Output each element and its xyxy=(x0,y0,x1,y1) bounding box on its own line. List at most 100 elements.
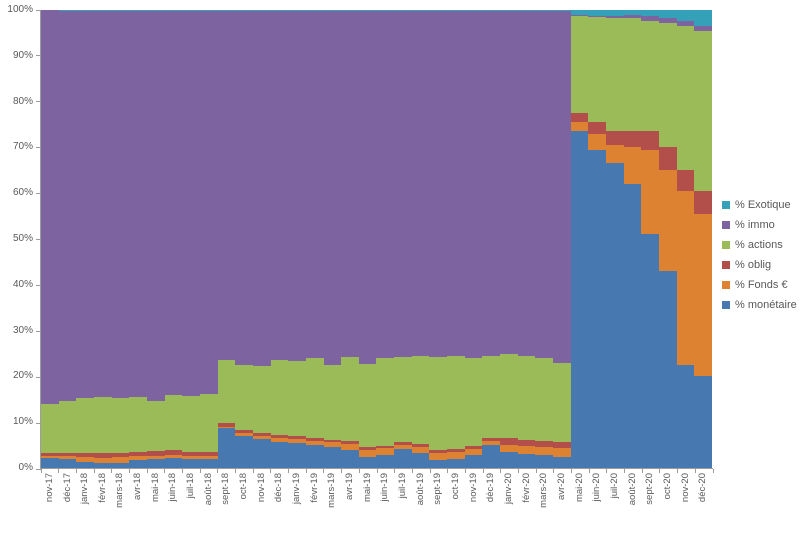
y-tick-mark xyxy=(36,468,41,470)
segment-fonds xyxy=(182,455,200,460)
x-tick-mark xyxy=(553,469,555,473)
segment-immo xyxy=(606,16,624,19)
segment-oblig xyxy=(199,451,218,456)
segment-exotique xyxy=(182,10,200,11)
x-tick-mark xyxy=(270,469,272,473)
segment-immo xyxy=(129,10,147,398)
segment-oblig xyxy=(164,449,183,456)
stack-column-d-c-17 xyxy=(58,10,77,468)
y-tick-mark xyxy=(36,422,41,424)
stack-column-nov-18 xyxy=(252,10,271,468)
x-tick-mark xyxy=(394,469,396,473)
segment-immo xyxy=(217,10,236,361)
segment-fonds xyxy=(447,452,465,460)
segment-oblig xyxy=(482,438,501,442)
segment-exotique xyxy=(429,10,448,11)
segment-fonds xyxy=(341,444,359,451)
segment-actions xyxy=(358,363,377,448)
segment-immo xyxy=(199,10,218,395)
segment-actions xyxy=(199,394,218,452)
x-tick-label: mai-19 xyxy=(361,473,373,503)
segment-fonds xyxy=(358,450,377,457)
segment-fonds xyxy=(252,435,271,440)
segment-immo xyxy=(341,10,359,357)
segment-exotique xyxy=(93,10,112,11)
segment-immo xyxy=(323,10,342,365)
segment-actions xyxy=(676,25,695,171)
x-tick-mark xyxy=(181,469,183,473)
segment-fonds xyxy=(235,432,253,436)
segment-mon-taire xyxy=(482,445,501,468)
segment-oblig xyxy=(676,170,695,191)
segment-mon-taire xyxy=(252,439,271,468)
segment-mon-taire xyxy=(658,271,677,468)
stack-column-nov-19 xyxy=(464,10,483,468)
x-tick-mark xyxy=(429,469,431,473)
segment-exotique xyxy=(270,10,289,11)
stack-column-nov-17 xyxy=(41,10,59,468)
segment-mon-taire xyxy=(93,463,112,468)
segment-fonds xyxy=(517,446,536,455)
stack-column-d-c-19 xyxy=(482,10,501,468)
segment-mon-taire xyxy=(41,457,59,468)
x-tick-mark xyxy=(93,469,95,473)
segment-fonds xyxy=(570,122,589,132)
x-tick-mark xyxy=(40,469,42,473)
segment-fonds xyxy=(606,145,624,164)
segment-fonds xyxy=(376,448,395,456)
segment-mon-taire xyxy=(235,435,253,468)
stack-column-mai-19 xyxy=(358,10,377,468)
x-tick-label: sept-18 xyxy=(220,473,232,505)
segment-oblig xyxy=(429,449,448,453)
x-tick-mark xyxy=(447,469,449,473)
x-tick-mark xyxy=(677,469,679,473)
segment-actions xyxy=(252,365,271,433)
x-tick-label: juin-18 xyxy=(167,473,179,502)
segment-fonds xyxy=(217,426,236,429)
segment-fonds xyxy=(464,448,483,456)
x-tick-label: sept-20 xyxy=(644,473,656,505)
segment-exotique xyxy=(464,10,483,11)
segment-actions xyxy=(376,358,395,446)
stack-column-janv-19 xyxy=(288,10,306,468)
segment-actions xyxy=(323,364,342,440)
segment-immo xyxy=(394,10,412,357)
segment-exotique xyxy=(411,10,430,11)
segment-fonds xyxy=(411,447,430,453)
x-tick-mark xyxy=(411,469,413,473)
legend-item-actions: % actions xyxy=(722,239,800,251)
x-tick-mark xyxy=(305,469,307,473)
segment-actions xyxy=(270,360,289,436)
segment-oblig xyxy=(606,131,624,146)
segment-oblig xyxy=(129,452,147,457)
segment-mon-taire xyxy=(553,456,571,468)
x-tick-mark xyxy=(694,469,696,473)
y-tick-mark xyxy=(36,147,41,149)
segment-oblig xyxy=(570,113,589,123)
x-tick-label: juin-20 xyxy=(591,473,603,502)
segment-immo xyxy=(570,14,589,16)
segment-mon-taire xyxy=(376,455,395,468)
segment-immo xyxy=(464,10,483,359)
segment-immo xyxy=(482,10,501,356)
segment-exotique xyxy=(288,10,306,11)
segment-actions xyxy=(235,364,253,430)
x-tick-label: déc-18 xyxy=(273,473,285,503)
legend-item-mon-taire: % monétaire xyxy=(722,299,800,311)
x-tick-label: févr-18 xyxy=(96,473,108,503)
stack-column-ao-t-18 xyxy=(199,10,218,468)
segment-oblig xyxy=(358,447,377,451)
legend-label: % Exotique xyxy=(735,199,791,211)
stack-column-f-vr-19 xyxy=(305,10,324,468)
segment-immo xyxy=(376,10,395,359)
x-tick-label: avr-19 xyxy=(344,473,355,500)
segment-fonds xyxy=(270,438,289,442)
segment-oblig xyxy=(694,190,712,214)
segment-mon-taire xyxy=(76,461,94,468)
segment-mon-taire xyxy=(323,446,342,468)
segment-immo xyxy=(41,10,59,404)
stack-column-sept-19 xyxy=(429,10,448,468)
x-axis-ticks xyxy=(40,469,714,473)
x-tick-mark xyxy=(323,469,325,473)
segment-exotique xyxy=(305,10,324,11)
